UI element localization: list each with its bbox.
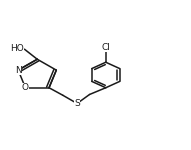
Text: HO: HO [10, 44, 23, 53]
Text: Cl: Cl [101, 43, 110, 52]
Text: N: N [15, 66, 22, 75]
Text: O: O [22, 83, 29, 92]
Text: S: S [74, 99, 80, 108]
